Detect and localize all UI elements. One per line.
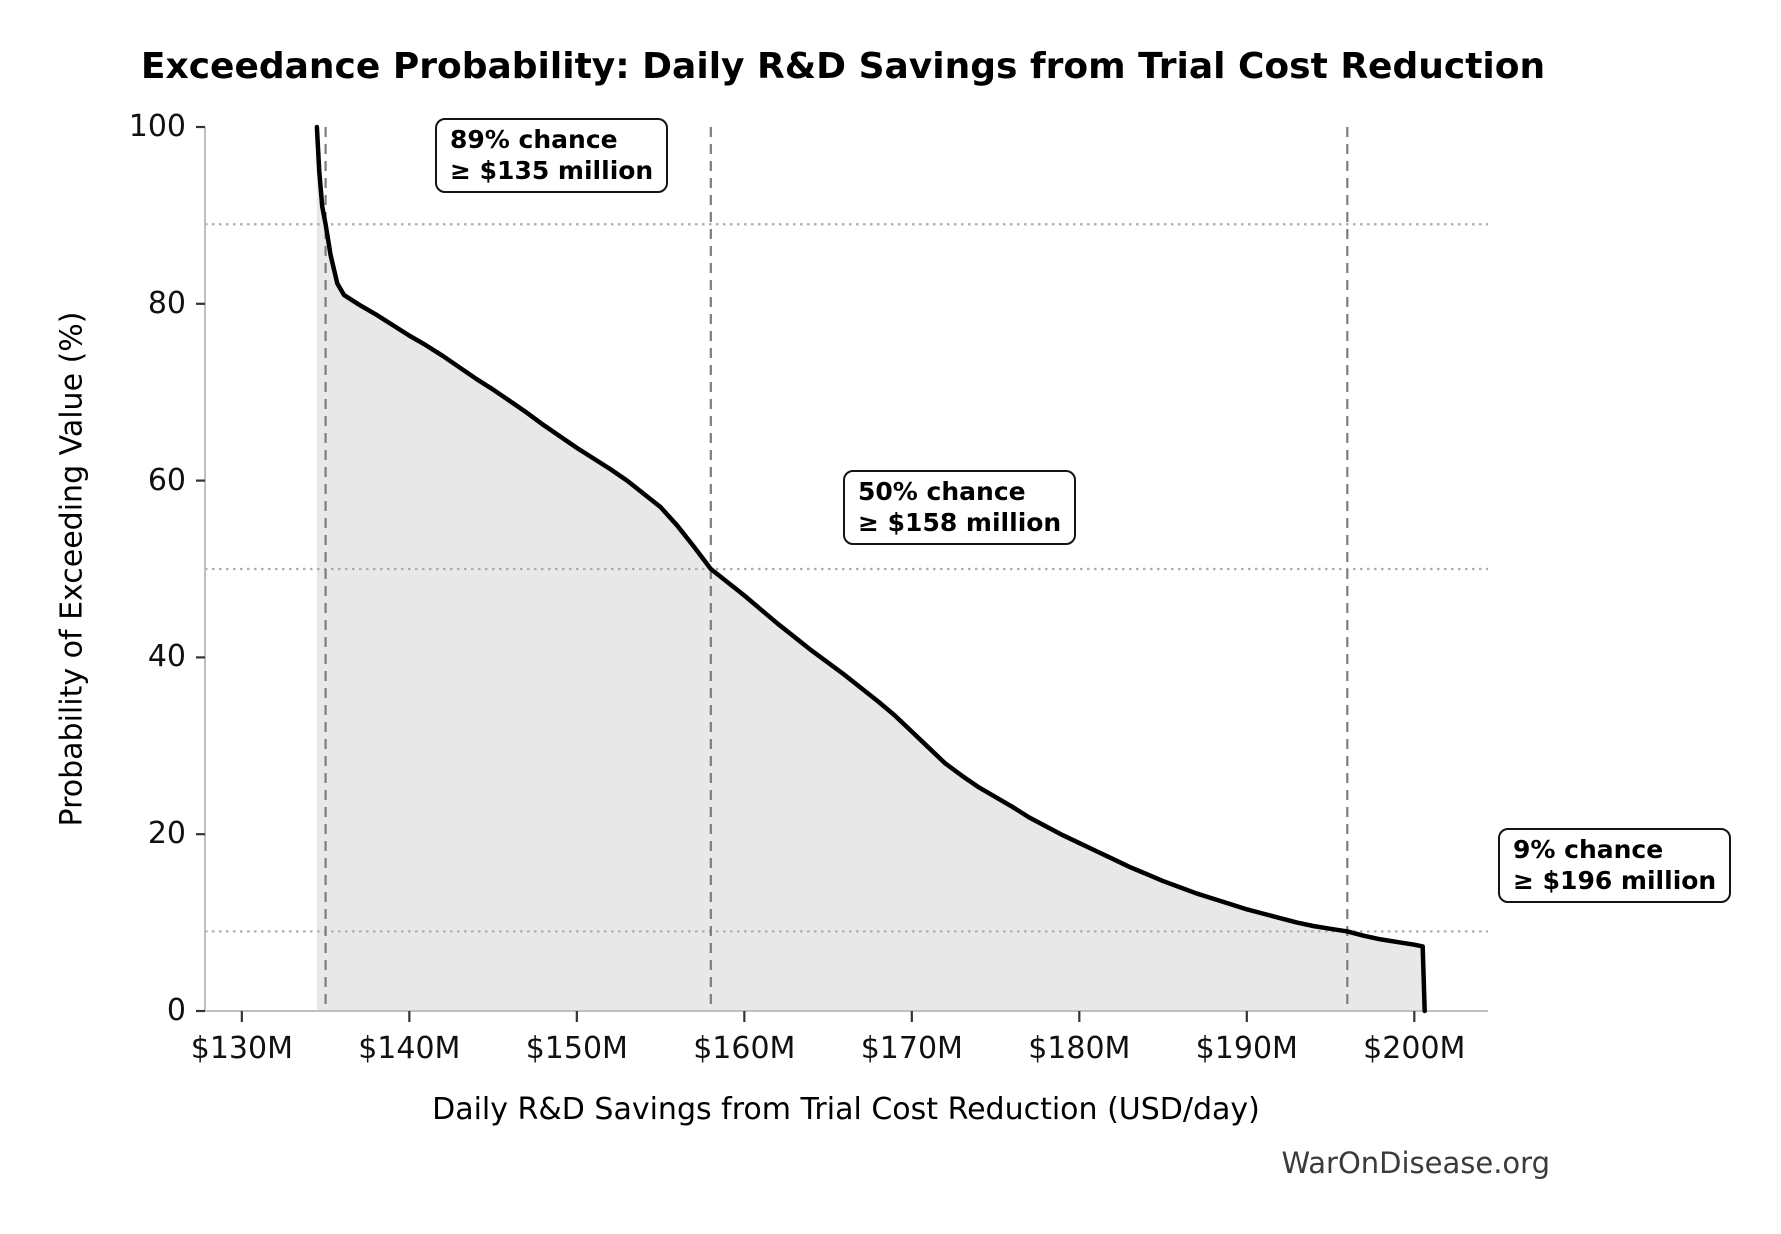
y-tick-label: 40 [147,639,186,675]
annotation-line: 50% chance [858,477,1026,506]
annotation-line: ≥ $158 million [858,507,1062,537]
x-tick-label: $150M [525,1031,628,1066]
x-tick-label: $200M [1363,1031,1466,1066]
y-axis-label: Probability of Exceeding Value (%) [54,311,90,827]
x-tick-label: $180M [1028,1031,1131,1066]
x-tick-label: $160M [693,1031,796,1066]
annotation-line: ≥ $196 million [1513,865,1717,895]
x-tick-label: $130M [190,1031,293,1066]
y-tick-label: 20 [147,816,186,852]
annotation-89-percent: 89% chance ≥ $135 million [435,118,669,193]
annotation-line: 89% chance [450,125,618,154]
area-fill [316,127,1425,1011]
x-axis-label: Daily R&D Savings from Trial Cost Reduct… [432,1092,1260,1127]
annotation-line: 9% chance [1513,835,1664,864]
y-tick-label: 60 [147,462,186,498]
y-tick-label: 80 [147,285,186,321]
annotation-9-percent: 9% chance ≥ $196 million [1498,828,1732,903]
exceedance-curve [314,124,1427,1014]
chart-title: Exceedance Probability: Daily R&D Saving… [140,46,1546,87]
x-tick-label: $140M [358,1031,461,1066]
y-tick-label: 100 [128,109,186,144]
watermark: WarOnDisease.org [1281,1146,1550,1180]
x-tick-label: $190M [1195,1031,1298,1066]
y-tick-label: 0 [166,993,186,1028]
x-tick-label: $170M [860,1031,963,1066]
annotation-line: ≥ $135 million [450,155,654,185]
annotation-50-percent: 50% chance ≥ $158 million [843,470,1077,545]
